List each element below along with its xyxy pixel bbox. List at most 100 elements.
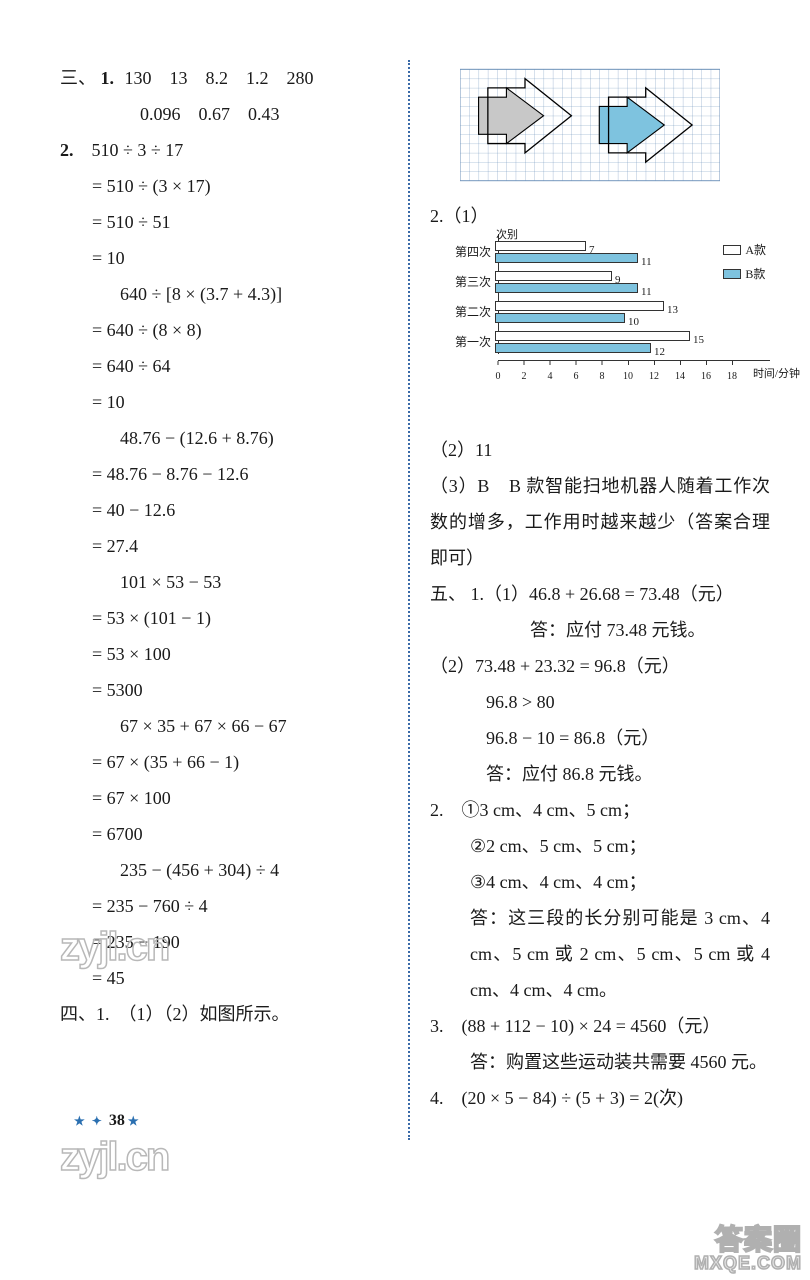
bar-a: 15 bbox=[495, 331, 690, 341]
bar-a: 13 bbox=[495, 301, 664, 311]
c1-1: = 510 ÷ (3 × 17) bbox=[60, 168, 388, 204]
v6: 0.67 bbox=[199, 104, 231, 124]
legend-b: B款 bbox=[723, 262, 766, 286]
axis-tick: 18 bbox=[727, 361, 737, 387]
q5-3a: 3. (88 + 112 − 10) × 24 = 4560（元） bbox=[430, 1008, 770, 1044]
v7: 0.43 bbox=[248, 104, 280, 124]
left-column: 三、 1. 130 13 8.2 1.2 280 0.096 0.67 0.43… bbox=[60, 60, 388, 1260]
q5-2c: ③4 cm、4 cm、4 cm； bbox=[430, 864, 770, 900]
v3: 1.2 bbox=[246, 68, 269, 88]
c3-2: = 40 − 12.6 bbox=[60, 492, 388, 528]
bar-a: 7 bbox=[495, 241, 586, 251]
axis-tick: 12 bbox=[649, 361, 659, 387]
item2-label-row: 2. 510 ÷ 3 ÷ 17 bbox=[60, 132, 388, 168]
grid-figure bbox=[460, 60, 720, 190]
section-3-label: 三、 bbox=[60, 68, 96, 88]
item1-label: 1. bbox=[101, 68, 115, 88]
section-4: 四、1. （1）（2）如图所示。 bbox=[60, 996, 388, 1032]
bar-chart: 次别 A款 B款 第四次711第三次911第二次1310第一次1512 时间/分… bbox=[450, 234, 770, 424]
c6-2: = 235 − 190 bbox=[60, 924, 388, 960]
legend-box-a bbox=[723, 245, 741, 255]
c6-0: 235 − (456 + 304) ÷ 4 bbox=[60, 852, 388, 888]
c4-1: = 53 × (101 − 1) bbox=[60, 600, 388, 636]
q5-1-2c: 96.8 − 10 = 86.8（元） bbox=[430, 720, 770, 756]
x-axis: 时间/分钟 024681012141618 bbox=[498, 360, 770, 380]
legend-a-text: A款 bbox=[745, 238, 766, 262]
c6-1: = 235 − 760 ÷ 4 bbox=[60, 888, 388, 924]
bar-b: 11 bbox=[495, 283, 638, 293]
axis-tick: 6 bbox=[574, 361, 579, 387]
bar-label: 第二次 bbox=[451, 300, 495, 324]
c1-2: = 510 ÷ 51 bbox=[60, 204, 388, 240]
c2-1: = 640 ÷ (8 × 8) bbox=[60, 312, 388, 348]
item1-row2: 0.096 0.67 0.43 bbox=[60, 96, 388, 132]
q2-3: （3）B B 款智能扫地机器人随着工作次数的增多，工作用时越来越少（答案合理即可… bbox=[430, 468, 770, 576]
bar-b: 10 bbox=[495, 313, 625, 323]
section-3-item-1: 三、 1. 130 13 8.2 1.2 280 bbox=[60, 60, 388, 96]
v4: 280 bbox=[287, 68, 314, 88]
c1-0: 510 ÷ 3 ÷ 17 bbox=[92, 140, 184, 160]
v0: 130 bbox=[125, 68, 152, 88]
bar-label: 第三次 bbox=[451, 270, 495, 294]
right-column: 2.（1） 次别 A款 B款 第四次711第三次911第二次1310第一次151… bbox=[430, 60, 770, 1260]
bar-b: 12 bbox=[495, 343, 651, 353]
bar-b: 11 bbox=[495, 253, 638, 263]
item2-label: 2. bbox=[60, 140, 74, 160]
bar-value: 15 bbox=[693, 329, 704, 351]
c1-3: = 10 bbox=[60, 240, 388, 276]
q5-1-1a: 五、 1.（1）46.8 + 26.68 = 73.48（元） bbox=[430, 576, 770, 612]
q5-1-1b: 答：应付 73.48 元钱。 bbox=[430, 612, 770, 648]
q5-2b: ②2 cm、5 cm、5 cm； bbox=[430, 828, 770, 864]
q5-1-2d: 答：应付 86.8 元钱。 bbox=[430, 756, 770, 792]
c5-2: = 67 × 100 bbox=[60, 780, 388, 816]
v2: 8.2 bbox=[206, 68, 229, 88]
legend-a: A款 bbox=[723, 238, 766, 262]
c2-2: = 640 ÷ 64 bbox=[60, 348, 388, 384]
c5-3: = 6700 bbox=[60, 816, 388, 852]
section-5-label: 五、 bbox=[430, 584, 466, 604]
c4-2: = 53 × 100 bbox=[60, 636, 388, 672]
v1: 13 bbox=[170, 68, 188, 88]
q5-1-1a-text: 1.（1）46.8 + 26.68 = 73.48（元） bbox=[471, 584, 734, 604]
bar-value: 11 bbox=[641, 251, 652, 273]
bar-label: 第一次 bbox=[451, 330, 495, 354]
axis-tick: 8 bbox=[600, 361, 605, 387]
chart-legend: A款 B款 bbox=[723, 238, 766, 286]
chart-label: 2.（1） bbox=[430, 206, 489, 226]
c5-1: = 67 × (35 + 66 − 1) bbox=[60, 744, 388, 780]
q5-1-2a: （2）73.48 + 23.32 = 96.8（元） bbox=[430, 648, 770, 684]
c4-3: = 5300 bbox=[60, 672, 388, 708]
q5-4: 4. (20 × 5 − 84) ÷ (5 + 3) = 2(次) bbox=[430, 1080, 770, 1116]
bar-value: 11 bbox=[641, 281, 652, 303]
q5-3b: 答：购置这些运动装共需要 4560 元。 bbox=[430, 1044, 770, 1080]
c5-0: 67 × 35 + 67 × 66 − 67 bbox=[60, 708, 388, 744]
c2-0: 640 ÷ [8 × (3.7 + 4.3)] bbox=[60, 276, 388, 312]
c3-1: = 48.76 − 8.76 − 12.6 bbox=[60, 456, 388, 492]
bar-label: 第四次 bbox=[451, 240, 495, 264]
q5-2d: 答：这三段的长分别可能是 3 cm、4 cm、5 cm 或 2 cm、5 cm、… bbox=[430, 900, 770, 1008]
legend-box-b bbox=[723, 269, 741, 279]
column-divider bbox=[408, 60, 410, 1140]
bar-a: 9 bbox=[495, 271, 612, 281]
c6-3: = 45 bbox=[60, 960, 388, 996]
legend-b-text: B款 bbox=[745, 262, 765, 286]
q5-2a: 2. ①3 cm、4 cm、5 cm； bbox=[430, 792, 770, 828]
q2-2: （2）11 bbox=[430, 432, 770, 468]
axis-label: 时间/分钟 bbox=[753, 363, 800, 385]
c2-3: = 10 bbox=[60, 384, 388, 420]
q5-1-2b: 96.8 > 80 bbox=[430, 684, 770, 720]
axis-tick: 4 bbox=[548, 361, 553, 387]
grid-svg bbox=[460, 60, 720, 190]
q2-1-label: 2.（1） bbox=[430, 198, 770, 234]
c4-0: 101 × 53 − 53 bbox=[60, 564, 388, 600]
axis-tick: 2 bbox=[522, 361, 527, 387]
c3-3: = 27.4 bbox=[60, 528, 388, 564]
bar-value: 10 bbox=[628, 311, 639, 333]
axis-tick: 10 bbox=[623, 361, 633, 387]
bar-value: 13 bbox=[667, 299, 678, 321]
c3-0: 48.76 − (12.6 + 8.76) bbox=[60, 420, 388, 456]
page-container: 三、 1. 130 13 8.2 1.2 280 0.096 0.67 0.43… bbox=[0, 0, 810, 1280]
v5: 0.096 bbox=[140, 104, 181, 124]
axis-tick: 0 bbox=[496, 361, 501, 387]
axis-tick: 16 bbox=[701, 361, 711, 387]
